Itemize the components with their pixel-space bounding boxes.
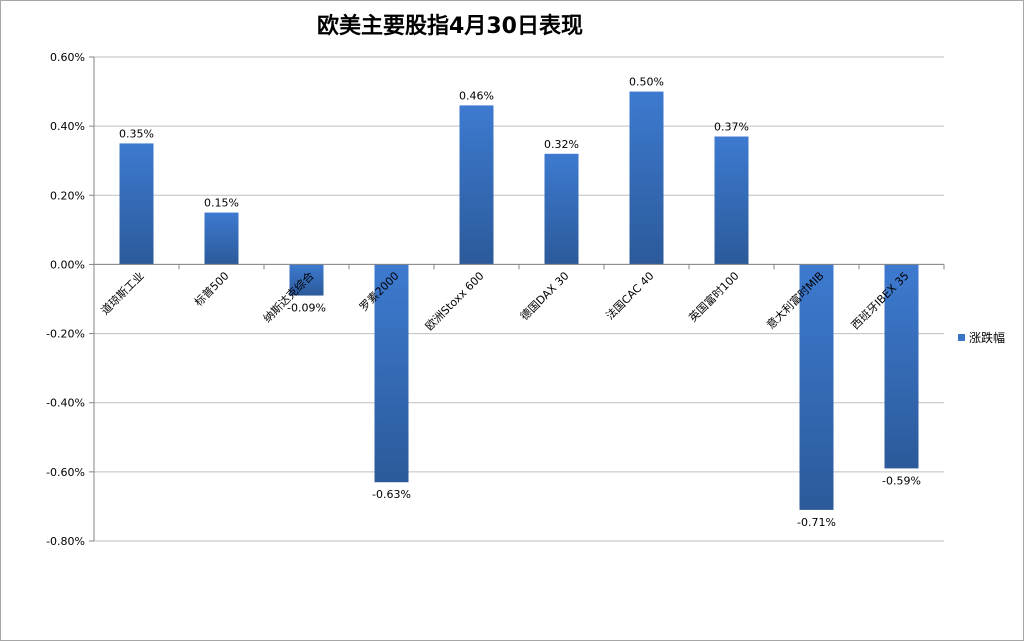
legend-swatch <box>958 334 965 341</box>
data-label: -0.59% <box>882 474 921 487</box>
data-label: 0.37% <box>714 121 749 134</box>
category-label: 道琼斯工业 <box>98 269 147 318</box>
bar <box>289 264 324 296</box>
y-tick-label: 0.20% <box>50 189 85 202</box>
category-label: 欧洲Stoxx 600 <box>423 269 487 333</box>
y-tick-label: -0.20% <box>46 328 85 341</box>
category-label: 标普500 <box>191 269 231 309</box>
bar <box>714 136 749 265</box>
y-tick-label: -0.40% <box>46 397 85 410</box>
data-label: -0.09% <box>287 302 326 315</box>
bar <box>204 212 239 265</box>
y-tick-label: -0.80% <box>46 535 85 548</box>
bar <box>884 264 919 469</box>
data-label: -0.63% <box>372 488 411 501</box>
category-label: 德国DAX 30 <box>517 269 571 323</box>
y-tick-label: 0.40% <box>50 120 85 133</box>
data-label: 0.32% <box>544 138 579 151</box>
legend-label: 涨跌幅 <box>969 331 1006 345</box>
bar <box>119 143 154 265</box>
bar <box>544 153 579 265</box>
y-tick-label: -0.60% <box>46 466 85 479</box>
axes <box>89 56 945 542</box>
data-label: 0.46% <box>459 89 494 102</box>
data-label: 0.50% <box>629 76 664 89</box>
bar <box>374 264 409 483</box>
data-label: 0.15% <box>204 197 239 210</box>
bar <box>629 91 664 265</box>
bar <box>799 264 834 510</box>
bar <box>459 105 494 265</box>
chart-title: 欧美主要股指4月30日表现 <box>317 14 583 39</box>
category-label: 英国富时100 <box>686 269 742 325</box>
y-tick-label: 0.60% <box>50 51 85 64</box>
y-tick-label: 0.00% <box>50 258 85 271</box>
bars <box>119 91 919 510</box>
category-label: 纳斯达克综合 <box>260 269 317 326</box>
legend: 涨跌幅 <box>958 329 1005 346</box>
data-label: 0.35% <box>119 127 154 140</box>
data-label: -0.71% <box>797 516 836 529</box>
category-label: 法国CAC 40 <box>603 269 657 323</box>
